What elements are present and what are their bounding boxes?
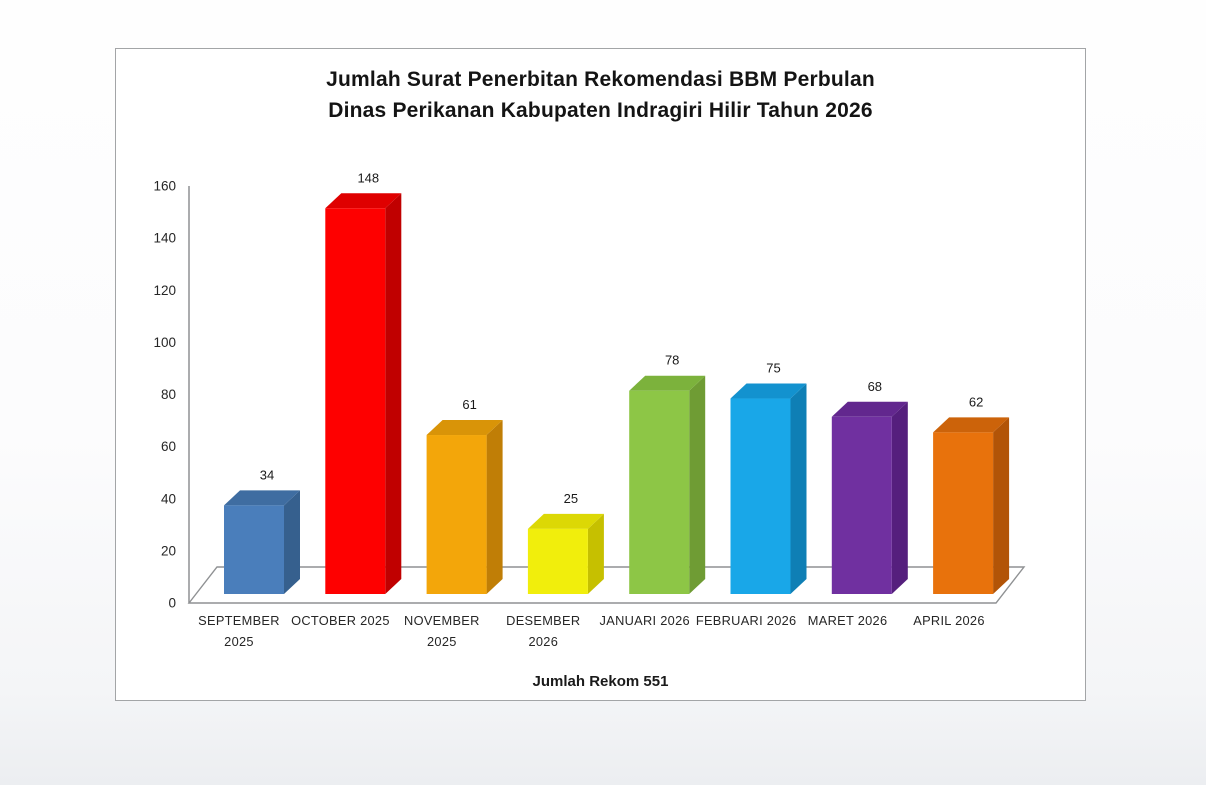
chart-frame: Jumlah Surat Penerbitan Rekomendasi BBM … <box>115 48 1086 701</box>
bar-side-face <box>891 401 908 594</box>
x-category-label: 2025 <box>427 634 457 649</box>
bar-front-face <box>629 390 690 594</box>
bar-value-label: 62 <box>969 394 983 409</box>
bar-side-face <box>486 420 503 594</box>
bar-side-face <box>284 490 300 594</box>
y-tick-label: 140 <box>153 231 176 246</box>
bar-side-face <box>385 193 402 594</box>
bar-front-face <box>325 208 386 594</box>
bar-front-face <box>730 398 791 594</box>
bar-front-face <box>527 528 588 594</box>
bar-value-label: 75 <box>766 361 780 376</box>
bar-top-face <box>224 490 300 506</box>
y-tick-label: 20 <box>161 543 176 558</box>
y-tick-label: 40 <box>161 491 176 506</box>
bar-januari-2026 <box>629 375 706 594</box>
bar-side-face <box>790 383 807 594</box>
chart-title: Jumlah Surat Penerbitan Rekomendasi BBM … <box>116 64 1085 126</box>
x-category-label: NOVEMBER <box>404 613 480 628</box>
y-tick-label: 60 <box>161 439 176 454</box>
x-category-label: FEBRUARI 2026 <box>696 613 797 628</box>
bar-value-label: 148 <box>357 170 379 185</box>
chart-title-line1: Jumlah Surat Penerbitan Rekomendasi BBM … <box>326 68 875 91</box>
y-tick-label: 100 <box>153 335 176 350</box>
bar-top-face <box>426 420 503 436</box>
bar-april-2026 <box>933 417 1010 594</box>
bar-maret-2026 <box>831 401 908 594</box>
bar-value-label: 25 <box>564 491 578 506</box>
x-category-label: APRIL 2026 <box>913 613 985 628</box>
y-tick-label: 120 <box>153 283 176 298</box>
bar-desember-2026 <box>527 513 604 594</box>
bar-side-face <box>993 417 1010 594</box>
bar-top-face <box>527 513 604 529</box>
bar-front-face <box>933 432 994 594</box>
bar-februari-2026 <box>730 383 807 594</box>
bar-value-label: 68 <box>868 379 882 394</box>
x-category-label: 2025 <box>224 634 254 649</box>
y-tick-label: 160 <box>153 179 176 194</box>
bar-top-face <box>629 375 706 391</box>
bar-front-face <box>831 416 892 594</box>
x-category-label: 2026 <box>528 634 558 649</box>
x-category-label: DESEMBER <box>506 613 580 628</box>
x-category-label: SEPTEMBER <box>198 613 280 628</box>
bar-top-face <box>730 383 807 399</box>
y-tick-label: 80 <box>161 387 176 402</box>
x-category-label: JANUARI 2026 <box>600 613 690 628</box>
bar-top-face <box>831 401 908 417</box>
bar-september-2025 <box>224 490 300 594</box>
bar-chart-plot: 0 20 40 60 80 100 120 140 160 34 148 61 25 78 75 68 62 SE… <box>153 170 1026 649</box>
bar-side-face <box>587 513 604 594</box>
chart-floor <box>187 566 1026 604</box>
bar-value-label: 61 <box>462 397 476 412</box>
chart-title-line2: Dinas Perikanan Kabupaten Indragiri Hili… <box>328 99 873 122</box>
y-tick-label: 0 <box>168 596 176 611</box>
bar-front-face <box>426 435 487 594</box>
bar-top-face <box>325 193 402 209</box>
bar-front-face <box>224 505 284 594</box>
bar-value-label: 78 <box>665 353 679 368</box>
bar-top-face <box>933 417 1010 433</box>
bar-side-face <box>689 375 706 594</box>
bar-november-2025 <box>426 420 503 594</box>
bar-october-2025 <box>325 193 402 594</box>
x-category-label: OCTOBER 2025 <box>291 613 390 628</box>
chart-footer: Jumlah Rekom 551 <box>532 673 669 690</box>
bar-value-label: 34 <box>260 467 274 482</box>
x-category-label: MARET 2026 <box>808 613 888 628</box>
